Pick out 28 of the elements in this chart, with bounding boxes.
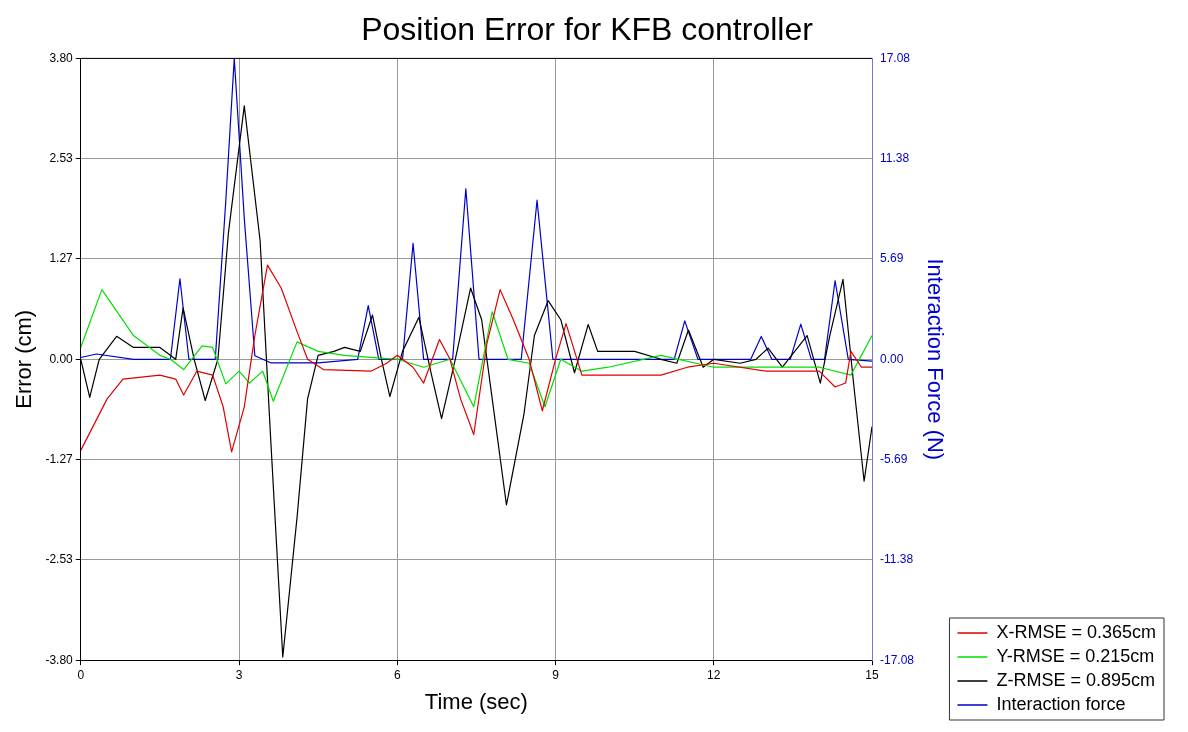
x-tick-label: 12 (707, 667, 721, 682)
y2-axis-title: Interaction Force (N) (923, 258, 949, 461)
legend-label: Y-RMSE = 0.215cm (996, 645, 1155, 666)
x-tick-label: 9 (552, 667, 560, 682)
y-tick-label: -1.27 (45, 452, 74, 467)
y2-tick-label: -17.08 (880, 652, 915, 667)
y-tick-label: -3.80 (45, 652, 74, 667)
y-tick-label: 2.53 (49, 151, 74, 166)
x-tick-label: 3 (235, 667, 243, 682)
y-tick-label: 3.80 (49, 50, 74, 65)
y2-tick-label: -5.69 (880, 451, 908, 466)
x-tick-label: 0 (77, 667, 85, 682)
y2-tick-label: 5.69 (880, 251, 904, 266)
legend-label: X-RMSE = 0.365cm (996, 621, 1157, 642)
legend-label: Interaction force (996, 693, 1126, 714)
y2-tick-label: 17.08 (880, 50, 911, 65)
x-axis-title: Time (sec) (424, 688, 528, 714)
legend-label: Z-RMSE = 0.895cm (996, 669, 1155, 690)
y-tick-label: 0.00 (49, 351, 74, 366)
y-axis-title: Error (cm) (11, 309, 37, 409)
y2-tick-label: 11.38 (880, 151, 910, 166)
y2-tick-label: -11.38 (880, 552, 914, 567)
y-tick-label: 1.27 (49, 251, 74, 266)
y2-tick-label: 0.00 (880, 351, 904, 366)
x-tick-label: 15 (865, 667, 880, 682)
chart-title: Position Error for KFB controller (361, 11, 814, 48)
y-tick-label: -2.53 (45, 551, 74, 566)
x-tick-label: 6 (393, 667, 401, 682)
